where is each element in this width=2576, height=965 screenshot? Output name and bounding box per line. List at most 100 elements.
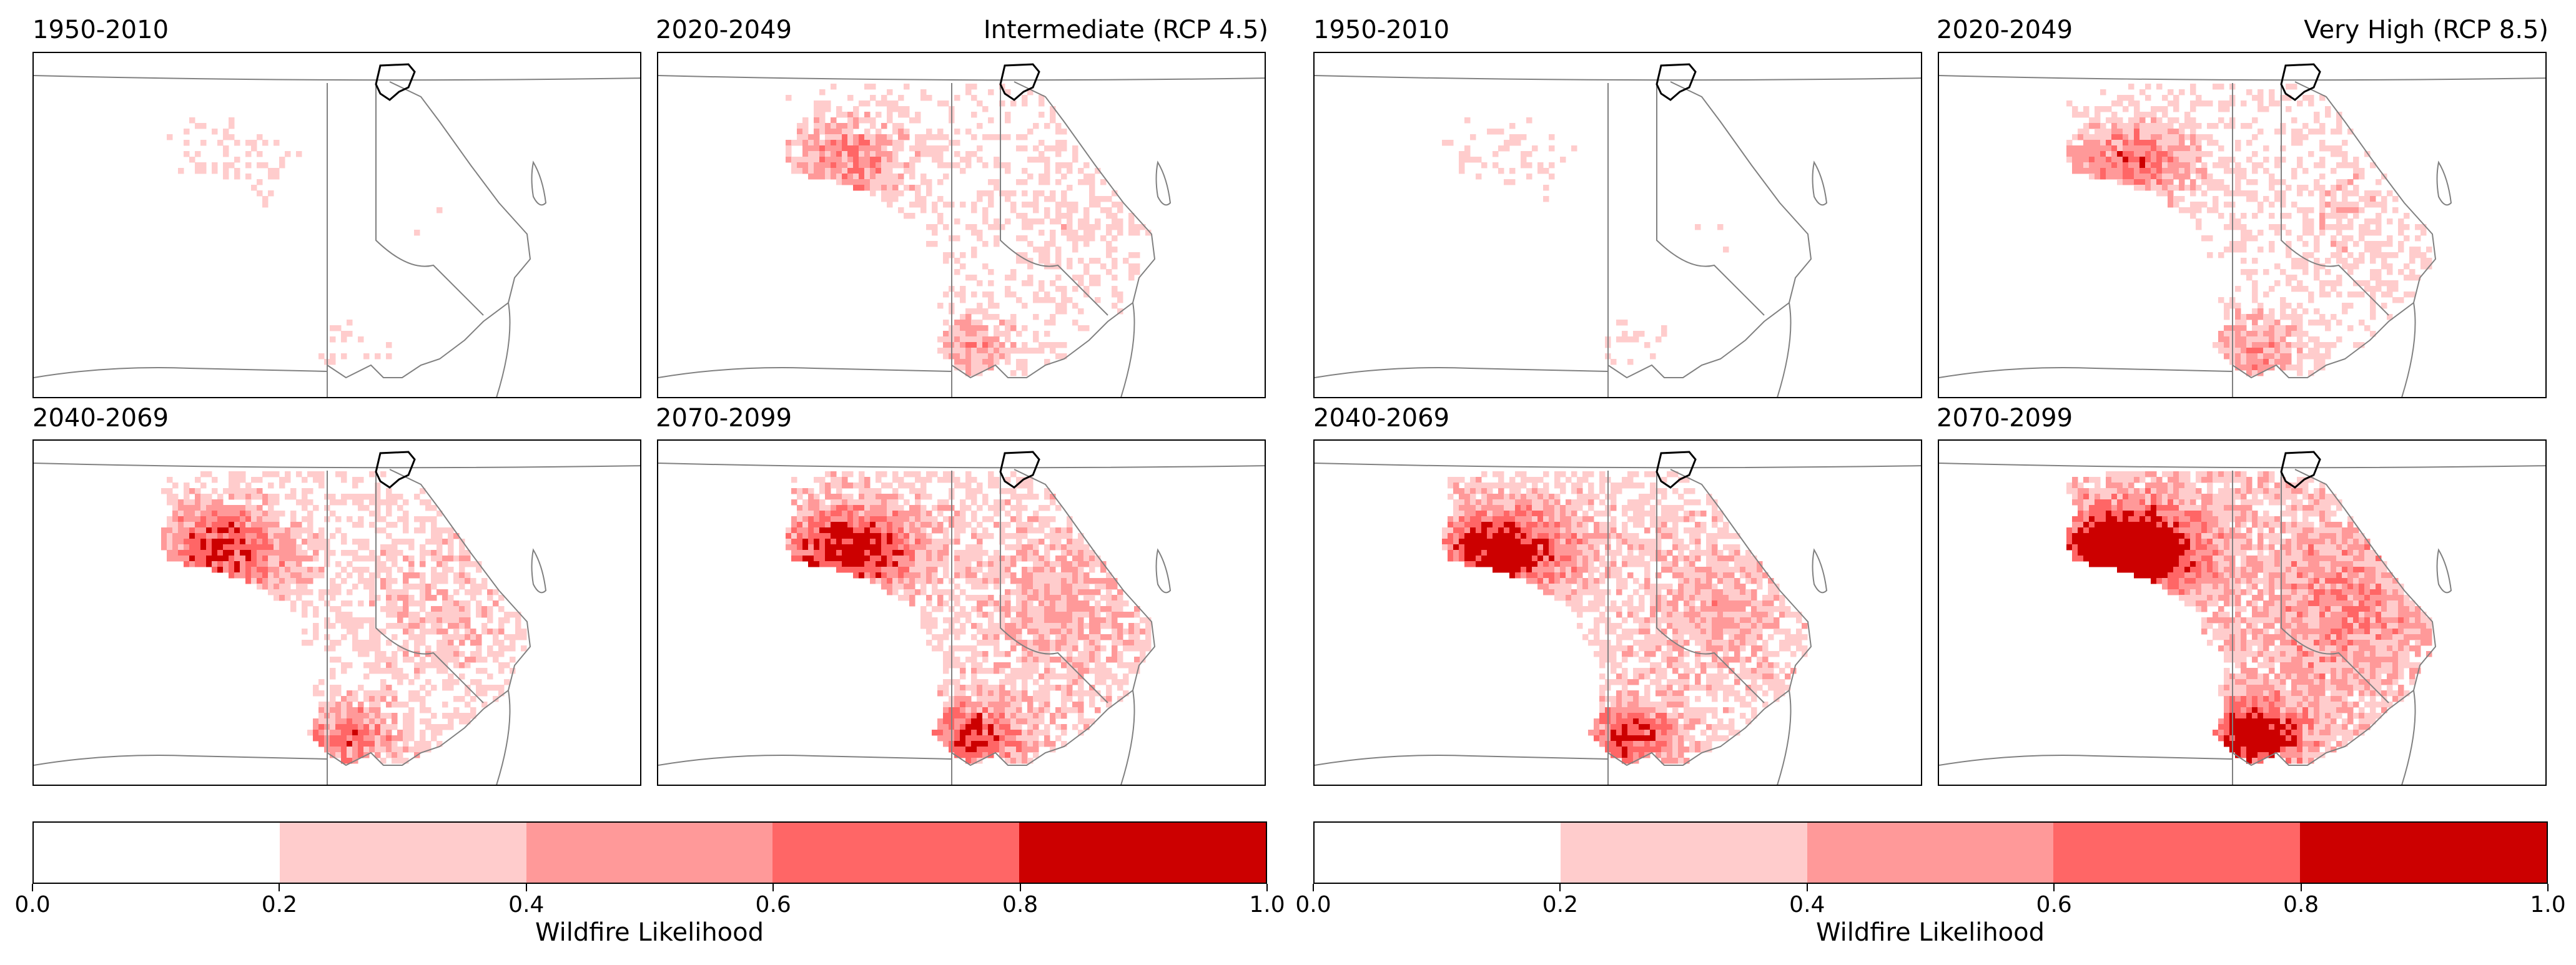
colorbar-tick-label: 0.8 xyxy=(2282,892,2319,918)
state-boundary xyxy=(2232,81,2437,379)
state-boundary xyxy=(1000,471,1108,703)
likelihood-grid xyxy=(786,471,1152,764)
likelihood-grid xyxy=(1442,117,1729,365)
panel-title-period: 2070-2099 xyxy=(1937,404,2073,433)
colorbar-tick-mark xyxy=(279,884,280,891)
state-boundary xyxy=(1315,367,1609,378)
colorbar-tick-label: 1.0 xyxy=(2530,892,2566,918)
scenario-title: Very High (RCP 8.5) xyxy=(2304,16,2549,44)
likelihood-grid xyxy=(2066,84,2432,376)
highlighted-area-outline xyxy=(999,451,1040,489)
colorbar-tick-label: 0.2 xyxy=(1542,892,1579,918)
colorbar-tick-label: 1.0 xyxy=(1249,892,1285,918)
colorbar-tick-mark xyxy=(525,884,527,891)
colorbar-swatch xyxy=(1807,823,2054,883)
colorbar-tick-mark xyxy=(2300,884,2302,891)
state-boundary xyxy=(1315,75,1921,81)
colorbar-tick-mark xyxy=(1559,884,1561,891)
colorbar-tick-mark xyxy=(2547,884,2549,891)
colorbar-tick-label: 0.0 xyxy=(1295,892,1331,918)
state-boundary xyxy=(327,469,531,767)
colorbar-swatch xyxy=(526,823,773,883)
state-boundary xyxy=(1315,463,1921,469)
panel-title-period: 2020-2049 xyxy=(1937,16,2073,44)
colorbar-tick-mark xyxy=(2053,884,2055,891)
colorbar-tick-mark xyxy=(772,884,774,891)
highlighted-area-outline xyxy=(999,63,1040,101)
likelihood-grid xyxy=(167,117,443,365)
map-canvas xyxy=(1939,451,2545,785)
map-panel xyxy=(1938,439,2547,786)
state-boundary xyxy=(34,367,328,378)
state-boundary xyxy=(1607,81,1812,379)
state-boundary xyxy=(496,690,511,785)
colorbar xyxy=(32,821,1267,884)
state-boundary xyxy=(1812,548,1828,594)
state-boundary xyxy=(1120,690,1135,785)
map-canvas xyxy=(658,63,1265,397)
colorbar-tick-mark xyxy=(32,884,33,891)
map-panel xyxy=(1313,52,1922,398)
panel-title-period: 1950-2010 xyxy=(32,16,169,44)
state-boundary xyxy=(1656,83,1765,316)
state-boundary xyxy=(1939,755,2233,766)
map-panel xyxy=(657,52,1266,398)
likelihood-grid xyxy=(1442,471,1808,764)
state-boundary xyxy=(2436,548,2452,594)
map-panel xyxy=(657,439,1266,786)
colorbar-tick-mark xyxy=(1266,884,1268,891)
state-boundary xyxy=(2401,302,2416,397)
state-boundary xyxy=(1812,160,1828,206)
panel-title-period: 2040-2069 xyxy=(32,404,169,433)
highlighted-area-outline xyxy=(1656,451,1697,489)
map-canvas xyxy=(34,63,640,397)
state-boundary xyxy=(2281,83,2389,316)
state-boundary xyxy=(1607,469,1812,767)
state-boundary xyxy=(2436,160,2452,206)
colorbar-tick-label: 0.4 xyxy=(508,892,545,918)
state-boundary xyxy=(658,367,952,378)
colorbar-swatch xyxy=(2300,823,2547,883)
state-boundary xyxy=(1120,302,1135,397)
colorbar-swatch xyxy=(1315,823,1561,883)
map-canvas xyxy=(1939,63,2545,397)
scenario-title: Intermediate (RCP 4.5) xyxy=(983,16,1268,44)
map-canvas xyxy=(34,451,640,785)
state-boundary xyxy=(658,755,952,766)
state-boundary xyxy=(327,81,531,379)
state-boundary xyxy=(496,302,511,397)
colorbar-swatch xyxy=(1019,823,1266,883)
state-boundary xyxy=(34,75,640,81)
colorbar-swatch xyxy=(1560,823,1807,883)
state-boundary xyxy=(1939,367,2233,378)
state-boundary xyxy=(1939,75,2545,81)
colorbar-tick-label: 0.2 xyxy=(261,892,298,918)
state-boundary xyxy=(658,75,1265,81)
colorbar-swatch xyxy=(772,823,1020,883)
colorbar-swatch xyxy=(34,823,280,883)
highlighted-area-outline xyxy=(375,63,416,101)
state-boundary xyxy=(1155,160,1172,206)
state-boundary xyxy=(1777,690,1792,785)
colorbar-tick-mark xyxy=(1019,884,1021,891)
state-boundary xyxy=(34,463,640,469)
highlighted-area-outline xyxy=(1656,63,1697,101)
state-boundary xyxy=(375,83,484,316)
colorbar-swatch xyxy=(2053,823,2301,883)
panel-title-period: 2070-2099 xyxy=(656,404,792,433)
colorbar-tick-label: 0.6 xyxy=(755,892,791,918)
colorbar-label: Wildfire Likelihood xyxy=(535,918,764,947)
panel-title-period: 2020-2049 xyxy=(656,16,792,44)
state-boundary xyxy=(951,81,1156,379)
highlighted-area-outline xyxy=(2280,63,2321,101)
colorbar-label: Wildfire Likelihood xyxy=(1815,918,2045,947)
state-boundary xyxy=(34,755,328,766)
colorbar-tick-label: 0.4 xyxy=(1789,892,1825,918)
state-boundary xyxy=(1656,471,1765,703)
panel-title-period: 1950-2010 xyxy=(1313,16,1450,44)
highlighted-area-outline xyxy=(2280,451,2321,489)
state-boundary xyxy=(1000,83,1108,316)
state-boundary xyxy=(1315,755,1609,766)
colorbar-tick-mark xyxy=(1313,884,1314,891)
map-panel xyxy=(32,439,641,786)
